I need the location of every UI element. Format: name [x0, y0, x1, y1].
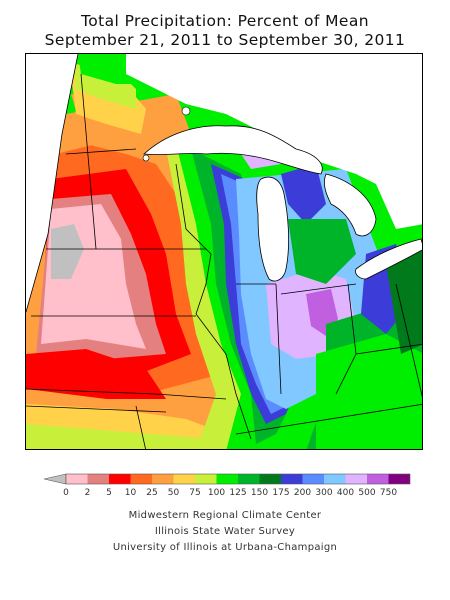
- legend-tick-label: 750: [380, 488, 397, 498]
- legend-swatch: [152, 474, 174, 484]
- legend-swatch: [259, 474, 281, 484]
- canada-white-area: [126, 54, 422, 229]
- legend-tick-label: 50: [168, 488, 180, 498]
- legend-tick-label: 175: [272, 488, 289, 498]
- map-title-line-1: Total Precipitation: Percent of Mean: [81, 12, 369, 30]
- legend-swatch: [66, 474, 88, 484]
- zone-darkgreen-lp: [288, 219, 356, 284]
- precipitation-map: [25, 53, 423, 450]
- map-title-line-2: September 21, 2011 to September 30, 2011: [44, 31, 406, 49]
- legend-tick-label: 25: [146, 488, 157, 498]
- credit-uiuc: University of Illinois at Urbana-Champai…: [112, 542, 338, 553]
- legend-swatch: [130, 474, 152, 484]
- zone-red-sw: [26, 349, 166, 399]
- state-boundaries: [26, 54, 422, 449]
- legend-tick-label: 0: [63, 488, 69, 498]
- legend-below-arrow: [43, 473, 67, 485]
- legend-swatch: [109, 474, 131, 484]
- legend-tick-label: 200: [294, 488, 311, 498]
- legend-swatch: [173, 474, 195, 484]
- legend-tick-label: 400: [337, 488, 354, 498]
- legend-tick-label: 10: [125, 488, 137, 498]
- legend-tick-label: 100: [208, 488, 225, 498]
- legend-tick-label: 5: [106, 488, 112, 498]
- lake-huron: [323, 173, 377, 237]
- lake-superior: [143, 125, 323, 175]
- legend-tick-label: 2: [85, 488, 91, 498]
- legend-swatch: [87, 474, 109, 484]
- credit-isws: Illinois State Water Survey: [154, 526, 296, 537]
- credit-mrcc: Midwestern Regional Climate Center: [128, 510, 322, 521]
- legend-swatch: [324, 474, 346, 484]
- legend-swatch: [281, 474, 303, 484]
- legend-swatch: [367, 474, 389, 484]
- legend-tick-label: 300: [315, 488, 332, 498]
- legend-swatch: [388, 474, 410, 484]
- legend-tick-label: 75: [189, 488, 200, 498]
- lake-erie: [355, 238, 422, 280]
- legend-swatch: [195, 474, 217, 484]
- legend-tick-label: 150: [251, 488, 268, 498]
- isle-royale: [181, 106, 191, 116]
- legend-tick-label: 500: [358, 488, 375, 498]
- legend-border: [65, 473, 411, 485]
- zone-navy-up: [281, 164, 326, 224]
- legend-tick-label: 125: [229, 488, 246, 498]
- color-legend: 0 2 5 10 25 50 75 100 125 150 175 200 300 400 500 750: [43, 473, 411, 498]
- legend-swatch: [345, 474, 367, 484]
- zone-green-east: [316, 334, 422, 449]
- legend-swatch: [216, 474, 238, 484]
- lake-michigan: [256, 176, 289, 282]
- small-lake-mn: [142, 154, 150, 162]
- legend-swatch: [238, 474, 260, 484]
- zone-darkgreen-nw-pa: [386, 249, 422, 354]
- legend-swatch: [302, 474, 324, 484]
- zone-gray-west: [51, 224, 84, 279]
- map-canvas: [26, 54, 422, 449]
